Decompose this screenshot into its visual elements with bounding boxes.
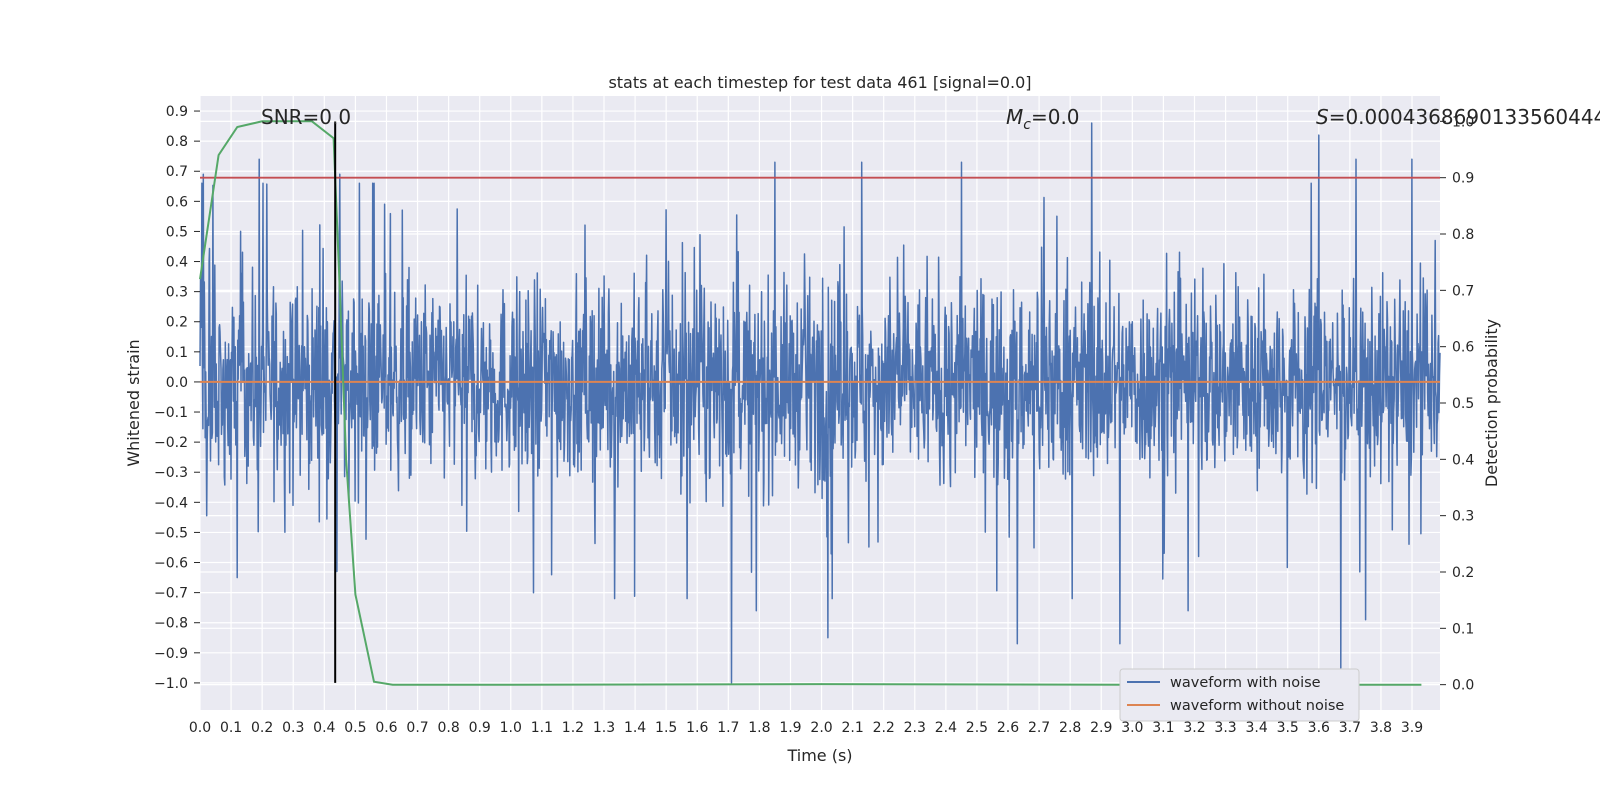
y-axis-left-label: Whitened strain	[124, 339, 143, 466]
annotation-snr: SNR=0.0	[261, 105, 351, 129]
annotation-s: S=0.0004368690133560444	[1316, 105, 1600, 129]
y-left-tick-label: −0.5	[154, 525, 188, 541]
y-right-tick-label: 0.4	[1452, 452, 1474, 468]
y-left-tick-label: 0.9	[166, 104, 188, 120]
y-right-tick-label: 0.9	[1452, 171, 1474, 187]
y-right-tick-label: 0.5	[1452, 396, 1474, 412]
x-tick-label: 1.0	[500, 720, 522, 736]
annotation-chirp-mass-value: =0.0	[1031, 105, 1080, 129]
legend-label-clean: waveform without noise	[1170, 698, 1344, 714]
y-left-tick-label: 0.5	[166, 224, 188, 240]
x-tick-label: 2.6	[997, 720, 1019, 736]
y-left-tick-label: 0.8	[166, 134, 188, 150]
x-tick-label: 2.8	[1059, 720, 1081, 736]
x-tick-label: 2.3	[904, 720, 926, 736]
annotation-s-value: =0.0004368690133560444	[1329, 105, 1600, 129]
y-left-tick-label: 0.6	[166, 194, 188, 210]
x-tick-label: 1.1	[531, 720, 553, 736]
y-left-tick-label: −0.6	[154, 556, 188, 572]
x-tick-label: 3.7	[1339, 720, 1361, 736]
x-tick-label: 1.6	[686, 720, 708, 736]
legend-label-noise: waveform with noise	[1170, 675, 1321, 691]
x-tick-label: 0.3	[282, 720, 304, 736]
y-left-tick-label: 0.7	[166, 164, 188, 180]
x-tick-label: 1.7	[717, 720, 739, 736]
y-left-tick-label: 0.1	[166, 345, 188, 361]
y-left-tick-label: −0.9	[154, 646, 188, 662]
x-tick-label: 0.0	[189, 720, 211, 736]
x-tick-label: 0.8	[437, 720, 459, 736]
x-tick-label: 2.4	[935, 720, 957, 736]
x-tick-label: 3.4	[1246, 720, 1268, 736]
annotation-chirp-mass-subscript: c	[1023, 117, 1031, 133]
y-left-tick-label: −1.0	[154, 676, 188, 692]
annotation-chirp-mass: Mc=0.0	[1006, 105, 1080, 133]
x-tick-label: 1.8	[748, 720, 770, 736]
y-left-tick-label: 0.3	[166, 285, 188, 301]
x-axis-label: Time (s)	[786, 746, 852, 765]
x-tick-label: 2.2	[873, 720, 895, 736]
x-tick-label: 2.7	[1028, 720, 1050, 736]
axes-layer: 0.0 0.1 0.2 0.3 0.4 0.5 0.6 0.7 0.8 0.9 1.0 1.1 1.2 1…	[154, 104, 1474, 736]
x-tick-label: 1.9	[779, 720, 801, 736]
legend: waveform with noise waveform without noi…	[1119, 668, 1360, 722]
x-tick-label: 3.9	[1401, 720, 1423, 736]
y-right-tick-label: 0.0	[1452, 678, 1474, 694]
x-tick-label: 0.9	[469, 720, 491, 736]
x-tick-label: 2.5	[966, 720, 988, 736]
y-right-tick-label: 0.2	[1452, 565, 1474, 581]
x-tick-label: 3.1	[1152, 720, 1174, 736]
y-right-tick-label: 0.8	[1452, 227, 1474, 243]
y-right-tick-label: 0.1	[1452, 621, 1474, 637]
y-left-tick-label: −0.4	[154, 495, 188, 511]
x-tick-label: 1.2	[562, 720, 584, 736]
series-waveform-with-noise	[199, 122, 1441, 684]
x-tick-label: 0.5	[344, 720, 366, 736]
series-layer	[199, 120, 1441, 686]
legend-box	[1119, 668, 1360, 722]
y-left-tick-label: 0.2	[166, 315, 188, 331]
chart-title: stats at each timestep for test data 461…	[608, 73, 1031, 92]
y-axis-right-label: Detection probability	[1482, 319, 1501, 487]
y-right-tick-label: 1.0	[1452, 114, 1474, 130]
x-tick-label: 0.4	[313, 720, 335, 736]
x-tick-label: 2.9	[1090, 720, 1112, 736]
y-right-tick-label: 0.7	[1452, 283, 1474, 299]
x-tick-label: 0.7	[406, 720, 428, 736]
x-tick-label: 2.0	[810, 720, 832, 736]
annotation-chirp-mass-symbol: M	[1006, 105, 1023, 129]
x-tick-label: 3.5	[1277, 720, 1299, 736]
x-tick-label: 3.2	[1183, 720, 1205, 736]
y-right-tick-label: 0.3	[1452, 509, 1474, 525]
annotation-s-symbol: S	[1316, 105, 1329, 129]
x-tick-label: 0.6	[375, 720, 397, 736]
x-tick-label: 3.3	[1214, 720, 1236, 736]
series-detection-probability	[199, 120, 1422, 686]
y-left-tick-label: −0.7	[154, 586, 188, 602]
y-left-tick-label: 0.4	[166, 255, 188, 271]
x-tick-label: 2.1	[841, 720, 863, 736]
x-tick-label: 3.8	[1370, 720, 1392, 736]
y-left-tick-label: −0.3	[154, 465, 188, 481]
y-left-tick-label: −0.8	[154, 616, 188, 632]
y-left-tick-label: −0.2	[154, 435, 188, 451]
x-tick-label: 1.5	[655, 720, 677, 736]
y-left-tick-label: 0.0	[166, 375, 188, 391]
x-tick-label: 1.4	[624, 720, 646, 736]
y-left-tick-label: −0.1	[154, 405, 188, 421]
x-tick-label: 3.6	[1308, 720, 1330, 736]
x-tick-label: 1.3	[593, 720, 615, 736]
x-tick-label: 0.1	[220, 720, 242, 736]
x-tick-label: 0.2	[251, 720, 273, 736]
x-tick-label: 3.0	[1121, 720, 1143, 736]
y-right-tick-label: 0.6	[1452, 340, 1474, 356]
